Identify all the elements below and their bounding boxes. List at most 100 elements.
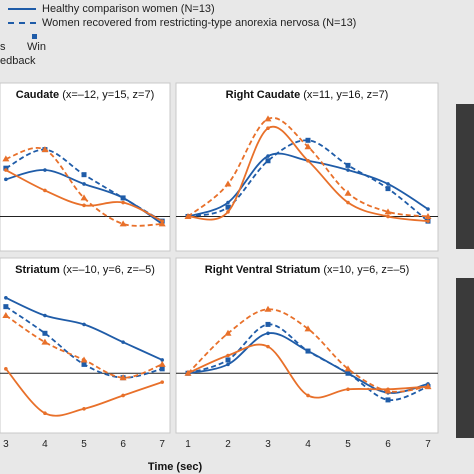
panel-title-coords: (x=–12, y=15, z=7) <box>62 89 154 101</box>
data-point-dot <box>121 200 125 205</box>
data-point-triangle <box>2 312 10 319</box>
data-point-dot <box>43 411 47 416</box>
data-point-dot <box>266 126 270 131</box>
data-point-dot <box>386 182 390 186</box>
data-point-square <box>305 137 311 143</box>
legend-swatch-anorexia <box>8 22 36 24</box>
data-point-dot <box>266 331 270 336</box>
data-point-dot <box>346 200 350 205</box>
data-point-square <box>42 330 48 336</box>
x-tick-label: 4 <box>305 439 311 450</box>
data-point-triangle <box>384 208 392 215</box>
legend-label-healthy: Healthy comparison women (N=13) <box>42 3 215 15</box>
data-point-square <box>81 361 87 367</box>
data-point-dot <box>386 387 390 392</box>
data-point-dot <box>160 380 164 384</box>
data-point-square <box>265 321 271 327</box>
data-point-dot <box>346 168 350 172</box>
data-point-dot <box>226 200 230 205</box>
x-tick-label: 5 <box>345 439 351 450</box>
data-point-dot <box>186 214 190 219</box>
data-point-square <box>3 304 9 310</box>
data-point-triangle <box>304 325 312 332</box>
data-point-triangle <box>224 180 232 187</box>
x-tick-label: 1 <box>185 439 191 450</box>
legend-item-healthy: Healthy comparison women (N=13) <box>0 2 215 16</box>
data-point-triangle <box>119 374 127 381</box>
data-point-dot <box>426 384 430 389</box>
data-point-dot <box>160 219 164 223</box>
panel-title: Right Ventral Striatum (x=10, y=6, z=–5) <box>205 264 410 276</box>
x-tick-label: 6 <box>120 439 126 450</box>
data-point-square <box>345 162 351 168</box>
legend-label-anorexia: Women recovered from restricting-type an… <box>42 17 357 29</box>
x-tick-label: 6 <box>385 439 391 450</box>
data-point-square <box>81 172 87 178</box>
panel-title: Right Caudate (x=11, y=16, z=7) <box>226 89 389 101</box>
data-point-triangle <box>2 155 10 162</box>
data-point-square <box>385 397 391 403</box>
data-point-dot <box>266 154 270 158</box>
panel-background <box>0 82 171 252</box>
panel-title-region: Right Caudate <box>226 89 304 101</box>
x-tick-label: 3 <box>265 439 271 450</box>
x-tick-label: 2 <box>225 439 231 450</box>
panel-4: Right Ventral Striatum (x=10, y=6, z=–5)… <box>175 257 439 450</box>
panel-2: Right Caudate (x=11, y=16, z=7) <box>175 82 439 252</box>
x-tick-label: 7 <box>159 439 165 450</box>
data-point-dot <box>43 313 47 318</box>
data-point-dot <box>4 168 8 172</box>
data-point-dot <box>266 344 270 349</box>
data-point-square <box>385 186 391 192</box>
data-point-square <box>3 165 9 171</box>
panel-title-region: Right Ventral Striatum <box>205 264 324 276</box>
x-tick-label: 4 <box>42 439 48 450</box>
data-point-dot <box>306 393 310 398</box>
data-point-square <box>225 204 231 210</box>
data-point-triangle <box>119 220 127 227</box>
data-point-dot <box>82 203 86 208</box>
data-point-dot <box>186 371 190 376</box>
data-point-triangle <box>344 189 352 196</box>
data-point-dot <box>226 210 230 214</box>
legend-partial-win: Win <box>27 41 46 53</box>
panel-background <box>175 82 439 252</box>
x-tick-label: 7 <box>425 439 431 450</box>
data-point-triangle <box>158 360 166 367</box>
data-point-square <box>265 158 271 164</box>
panel-background <box>175 257 439 434</box>
panel-background <box>0 257 171 434</box>
x-axis-title: Time (sec) <box>148 461 203 473</box>
panel-1: Caudate (x=–12, y=15, z=7) <box>0 82 171 252</box>
panel-title-coords: (x=10, y=6, z=–5) <box>323 264 409 276</box>
data-point-triangle <box>344 365 352 372</box>
data-point-dot <box>426 207 430 211</box>
x-tick-label: 3 <box>3 439 9 450</box>
legend: Healthy comparison women (N=13) Women re… <box>0 0 446 67</box>
panel-title-region: Striatum <box>15 264 63 276</box>
series-line <box>5 147 163 227</box>
data-point-triangle <box>264 305 272 312</box>
data-point-square <box>159 366 165 372</box>
legend-partial-s: s <box>0 41 6 53</box>
data-point-dot <box>121 340 125 344</box>
data-point-dot <box>386 214 390 219</box>
legend-partial-feedback: edback <box>0 55 36 67</box>
data-point-square <box>225 357 231 363</box>
data-point-dot <box>346 371 350 376</box>
data-point-triangle <box>158 220 166 227</box>
legend-swatch-healthy <box>8 8 36 10</box>
panel-title-coords: (x=–10, y=6, z=–5) <box>63 264 155 276</box>
data-point-triangle <box>304 143 312 150</box>
data-point-dot <box>43 188 47 193</box>
win-marker-icon <box>32 34 37 39</box>
data-point-dot <box>82 406 86 411</box>
data-point-dot <box>43 168 47 172</box>
legend-item-anorexia: Women recovered from restricting-type an… <box>0 16 356 30</box>
data-point-dot <box>121 196 125 200</box>
panel-title-region: Caudate <box>16 89 62 101</box>
panel-title: Caudate (x=–12, y=15, z=7) <box>16 89 155 101</box>
data-point-dot <box>4 295 8 300</box>
data-point-dot <box>82 182 86 186</box>
